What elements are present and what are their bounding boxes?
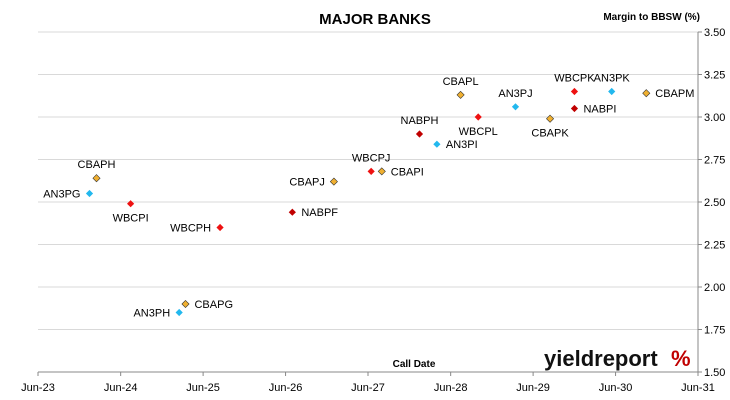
- data-points: [85, 87, 651, 317]
- point-label-an3pj: AN3PJ: [498, 88, 532, 100]
- data-point-wbcph: [216, 223, 224, 232]
- point-label-cbapk: CBAPK: [531, 128, 569, 140]
- point-label-nabpf: NABPF: [301, 207, 338, 219]
- y-tick-label: 3.25: [704, 70, 725, 82]
- logo-text: yieldreport: [544, 346, 658, 371]
- x-tick-label: Jun-28: [434, 382, 468, 394]
- data-point-an3pk: [608, 87, 616, 96]
- data-point-nabph: [415, 130, 424, 138]
- chart-title: MAJOR BANKS: [319, 11, 431, 28]
- data-point-wbcpj: [367, 167, 375, 175]
- data-point-cbapj: [329, 177, 338, 186]
- y-tick-label: 3.00: [704, 112, 725, 124]
- point-label-cbapj: CBAPJ: [289, 177, 324, 189]
- data-point-an3pj: [511, 103, 520, 111]
- x-axis-label: Call Date: [393, 359, 436, 370]
- x-tick-label: Jun-29: [516, 382, 550, 394]
- data-point-cbapl: [456, 90, 465, 99]
- data-point-an3ph: [175, 308, 183, 317]
- point-label-cbapl: CBAPL: [443, 76, 479, 88]
- y-tick-label: 2.00: [704, 282, 725, 294]
- data-point-cbapm: [642, 89, 651, 98]
- data-point-cbapk: [546, 114, 555, 123]
- x-tick-label: Jun-25: [186, 382, 220, 394]
- y-tick-label: 3.50: [704, 27, 725, 39]
- y-tick-label: 1.50: [704, 367, 725, 379]
- point-label-nabpi: NABPI: [583, 104, 616, 116]
- point-label-wbcph: WBCPH: [170, 223, 211, 235]
- data-point-wbcpk: [570, 87, 579, 96]
- point-label-an3ph: AN3PH: [133, 308, 170, 320]
- y-axis-label: Margin to BBSW (%): [603, 12, 700, 23]
- y-tick-label: 2.25: [704, 240, 725, 252]
- x-tick-label: Jun-23: [21, 382, 55, 394]
- point-labels: CBAPH AN3PG WBCPI WBCPH CBAPG AN3PH NABPF CBAPJ…: [43, 73, 694, 320]
- x-tick-label: Jun-24: [104, 382, 138, 394]
- data-point-wbcpi: [127, 200, 135, 208]
- axes: 1.50 1.75 2.00 2.25 2.50 2.75 3.00 3.25 3.50 Jun-…: [21, 27, 725, 394]
- point-label-wbcpk: WBCPK: [554, 73, 595, 85]
- y-tick-label: 2.50: [704, 197, 725, 209]
- data-point-an3pi: [433, 140, 441, 148]
- data-point-wbcpl: [474, 113, 482, 121]
- x-tick-label: Jun-27: [351, 382, 385, 394]
- point-label-wbcpl: WBCPL: [459, 126, 498, 138]
- point-label-wbcpj: WBCPJ: [352, 152, 391, 164]
- data-point-cbapg: [181, 299, 190, 309]
- point-label-cbapg: CBAPG: [194, 299, 233, 311]
- data-point-cbapi: [377, 167, 386, 176]
- point-label-nabph: NABPH: [401, 115, 439, 127]
- x-tick-label: Jun-31: [681, 382, 715, 394]
- yieldreport-logo: yieldreport %: [544, 346, 691, 371]
- point-label-cbapi: CBAPI: [391, 166, 424, 178]
- point-label-cbapm: CBAPM: [655, 88, 694, 100]
- data-point-nabpf: [288, 208, 296, 216]
- x-tick-label: Jun-26: [269, 382, 303, 394]
- point-label-an3pk: AN3PK: [594, 73, 631, 85]
- point-label-cbaph: CBAPH: [78, 159, 116, 171]
- logo-percent-icon: %: [671, 346, 691, 371]
- x-tick-label: Jun-30: [599, 382, 633, 394]
- point-label-an3pg: AN3PG: [43, 189, 80, 201]
- point-label-an3pi: AN3PI: [446, 139, 478, 151]
- y-tick-label: 1.75: [704, 325, 725, 337]
- data-point-nabpi: [570, 104, 579, 113]
- y-tick-label: 2.75: [704, 155, 725, 167]
- data-point-cbaph: [92, 174, 101, 183]
- data-point-an3pg: [85, 189, 94, 198]
- grid-lines: [38, 31, 698, 373]
- point-label-wbcpi: WBCPI: [113, 213, 149, 225]
